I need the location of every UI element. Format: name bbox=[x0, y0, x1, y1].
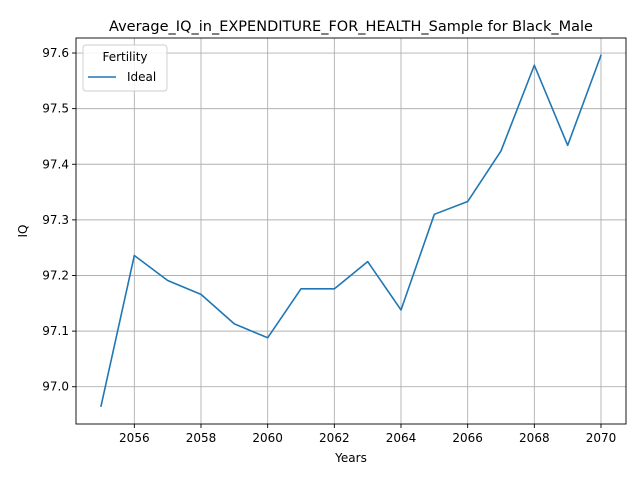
series-line-ideal bbox=[100, 54, 602, 408]
y-axis-ticks: 97.0 97.1 97.2 97.3 97.4 97.5 97.6 bbox=[42, 46, 76, 394]
x-tick-label: 2062 bbox=[319, 431, 350, 445]
y-tick-label: 97.1 bbox=[42, 324, 69, 338]
y-tick-label: 97.0 bbox=[42, 380, 69, 394]
chart-title: Average_IQ_in_EXPENDITURE_FOR_HEALTH_Sam… bbox=[109, 19, 593, 35]
x-axis-ticks: 2056 2058 2060 2062 2064 2066 2068 2070 bbox=[119, 424, 616, 445]
y-tick-label: 97.2 bbox=[42, 268, 69, 282]
x-axis-label: Years bbox=[334, 451, 367, 465]
grid bbox=[76, 38, 626, 424]
x-tick-label: 2060 bbox=[252, 431, 283, 445]
plot-frame bbox=[75, 37, 627, 425]
x-tick-label: 2066 bbox=[452, 431, 483, 445]
x-tick-label: 2058 bbox=[186, 431, 217, 445]
legend-title: Fertility bbox=[102, 50, 147, 64]
legend: Fertility Ideal bbox=[82, 44, 168, 92]
y-tick-label: 97.3 bbox=[42, 213, 69, 227]
x-tick-label: 2070 bbox=[586, 431, 617, 445]
legend-entry-ideal: Ideal bbox=[127, 70, 156, 84]
y-axis-label: IQ bbox=[16, 225, 30, 238]
y-tick-label: 97.6 bbox=[42, 46, 69, 60]
y-tick-label: 97.4 bbox=[42, 157, 69, 171]
y-tick-label: 97.5 bbox=[42, 102, 69, 116]
x-tick-label: 2064 bbox=[386, 431, 417, 445]
x-tick-label: 2068 bbox=[519, 431, 550, 445]
x-tick-label: 2056 bbox=[119, 431, 150, 445]
series-layer bbox=[100, 54, 602, 408]
legend-box bbox=[82, 44, 168, 92]
